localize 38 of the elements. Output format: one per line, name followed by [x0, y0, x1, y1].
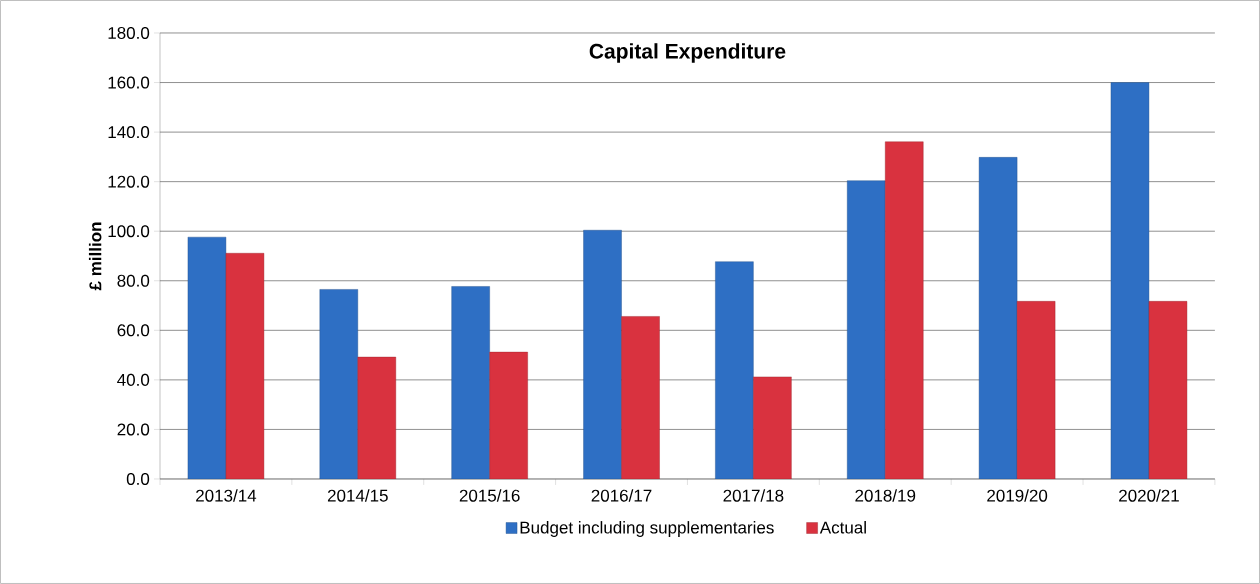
bar	[583, 230, 622, 479]
bar	[1110, 82, 1150, 479]
y-tick-label: 180.0	[108, 26, 150, 40]
bar	[489, 351, 528, 479]
bar	[1148, 301, 1188, 479]
bar	[621, 316, 660, 479]
chart-title: Capital Expenditure	[589, 43, 786, 63]
bar	[847, 180, 886, 479]
y-tick-label: 80.0	[117, 274, 150, 287]
x-tick-label: 2020/21	[1119, 489, 1179, 502]
y-tick-label: 120.0	[108, 175, 150, 188]
legend-label: Actual	[819, 521, 866, 534]
y-tick-label: 160.0	[108, 76, 150, 89]
y-axis-title: £ million	[88, 222, 102, 291]
y-tick-label: 100.0	[108, 225, 150, 238]
legend-label: Budget including supplementaries	[520, 521, 774, 537]
x-tick-label: 2019/20	[987, 489, 1048, 502]
x-tick-label: 2016/17	[591, 489, 652, 502]
bar	[319, 289, 358, 479]
bar	[225, 253, 265, 479]
x-tick-label: 2013/14	[196, 489, 257, 502]
x-tick-label: 2017/18	[723, 489, 784, 502]
y-tick-label: 20.0	[117, 423, 150, 436]
bar	[753, 376, 792, 479]
y-tick-label: 40.0	[117, 373, 150, 386]
y-tick-label: 140.0	[108, 126, 150, 139]
bar	[1016, 301, 1056, 479]
bar	[357, 356, 396, 479]
bar	[451, 286, 490, 479]
bar	[885, 141, 924, 479]
x-tick-label: 2015/16	[459, 489, 520, 502]
x-tick-label: 2014/15	[327, 489, 388, 502]
bar	[187, 236, 227, 479]
y-tick-label: 60.0	[117, 324, 150, 337]
bar	[715, 261, 754, 479]
bar	[978, 157, 1018, 479]
x-tick-label: 2018/19	[855, 489, 916, 502]
y-tick-label: 0.0	[126, 472, 150, 486]
